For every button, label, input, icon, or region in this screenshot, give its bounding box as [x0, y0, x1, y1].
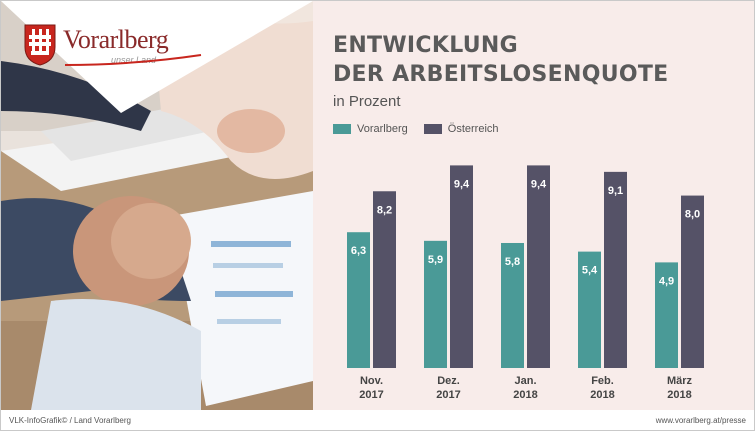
- x-tick-year-1: 2017: [436, 389, 460, 401]
- legend-swatch-oesterreich: [423, 124, 442, 134]
- chart-title: ENTWICKLUNG DER ARBEITSLOSENQUOTE: [333, 31, 669, 89]
- brand-name: Vorarlberg: [63, 25, 169, 54]
- footer: VLK-InfoGrafik© / Land Vorarlberg www.vo…: [1, 410, 754, 430]
- data-label-vorarlberg-3: 5,4: [582, 265, 598, 277]
- data-label-oesterreich-3: 9,1: [608, 185, 623, 197]
- bar-chart: 6,3 8,2 Nov. 2017 5,9 9,4 Dez. 2017 5,8 9,4 Jan. 20…: [347, 165, 704, 401]
- brand-tagline: unser Land: [111, 55, 157, 65]
- brand-logo: Vorarlberg unser Land: [23, 23, 203, 71]
- x-tick-year-4: 2018: [667, 389, 691, 401]
- chart-subtitle: in Prozent: [333, 93, 401, 110]
- background-photo: [1, 1, 313, 410]
- bar-vorarlberg-4: [655, 262, 678, 368]
- x-tick-year-2: 2018: [513, 389, 537, 401]
- data-label-oesterreich-1: 9,4: [454, 178, 470, 190]
- data-label-oesterreich-2: 9,4: [531, 178, 547, 190]
- bar-oesterreich-3: [604, 171, 627, 368]
- data-label-oesterreich-0: 8,2: [377, 204, 392, 216]
- x-tick-month-2: Jan.: [514, 375, 536, 387]
- bar-vorarlberg-3: [578, 251, 601, 368]
- bar-vorarlberg-1: [424, 240, 447, 368]
- title-line-2: DER ARBEITSLOSENQUOTE: [333, 62, 669, 87]
- data-label-oesterreich-4: 8,0: [685, 209, 700, 221]
- bar-oesterreich-0: [373, 191, 396, 368]
- footer-credit: VLK-InfoGrafik© / Land Vorarlberg: [9, 416, 131, 425]
- x-tick-month-1: Dez.: [437, 375, 460, 387]
- logo-swoosh-icon: [64, 54, 202, 66]
- x-tick-year-0: 2017: [359, 389, 383, 401]
- data-label-vorarlberg-0: 6,3: [351, 245, 366, 257]
- bar-oesterreich-1: [450, 165, 473, 368]
- footer-url[interactable]: www.vorarlberg.at/presse: [655, 416, 746, 425]
- chart-legend: Vorarlberg Österreich: [333, 123, 499, 135]
- x-tick-month-0: Nov.: [360, 375, 383, 387]
- legend-swatch-vorarlberg: [333, 124, 351, 134]
- title-line-1: ENTWICKLUNG: [333, 33, 518, 58]
- legend-label-vorarlberg: Vorarlberg: [357, 123, 408, 135]
- x-tick-month-3: Feb.: [591, 375, 614, 387]
- bar-oesterreich-4: [681, 195, 704, 368]
- bar-oesterreich-2: [527, 165, 550, 368]
- data-label-vorarlberg-2: 5,8: [505, 256, 520, 268]
- x-tick-year-3: 2018: [590, 389, 614, 401]
- bar-vorarlberg-2: [501, 242, 524, 368]
- legend-label-oesterreich: Österreich: [447, 123, 499, 135]
- bar-vorarlberg-0: [347, 232, 370, 368]
- coat-of-arms-icon: [24, 24, 56, 66]
- data-label-vorarlberg-4: 4,9: [659, 275, 674, 287]
- data-label-vorarlberg-1: 5,9: [428, 254, 443, 266]
- x-tick-month-4: März: [667, 375, 693, 387]
